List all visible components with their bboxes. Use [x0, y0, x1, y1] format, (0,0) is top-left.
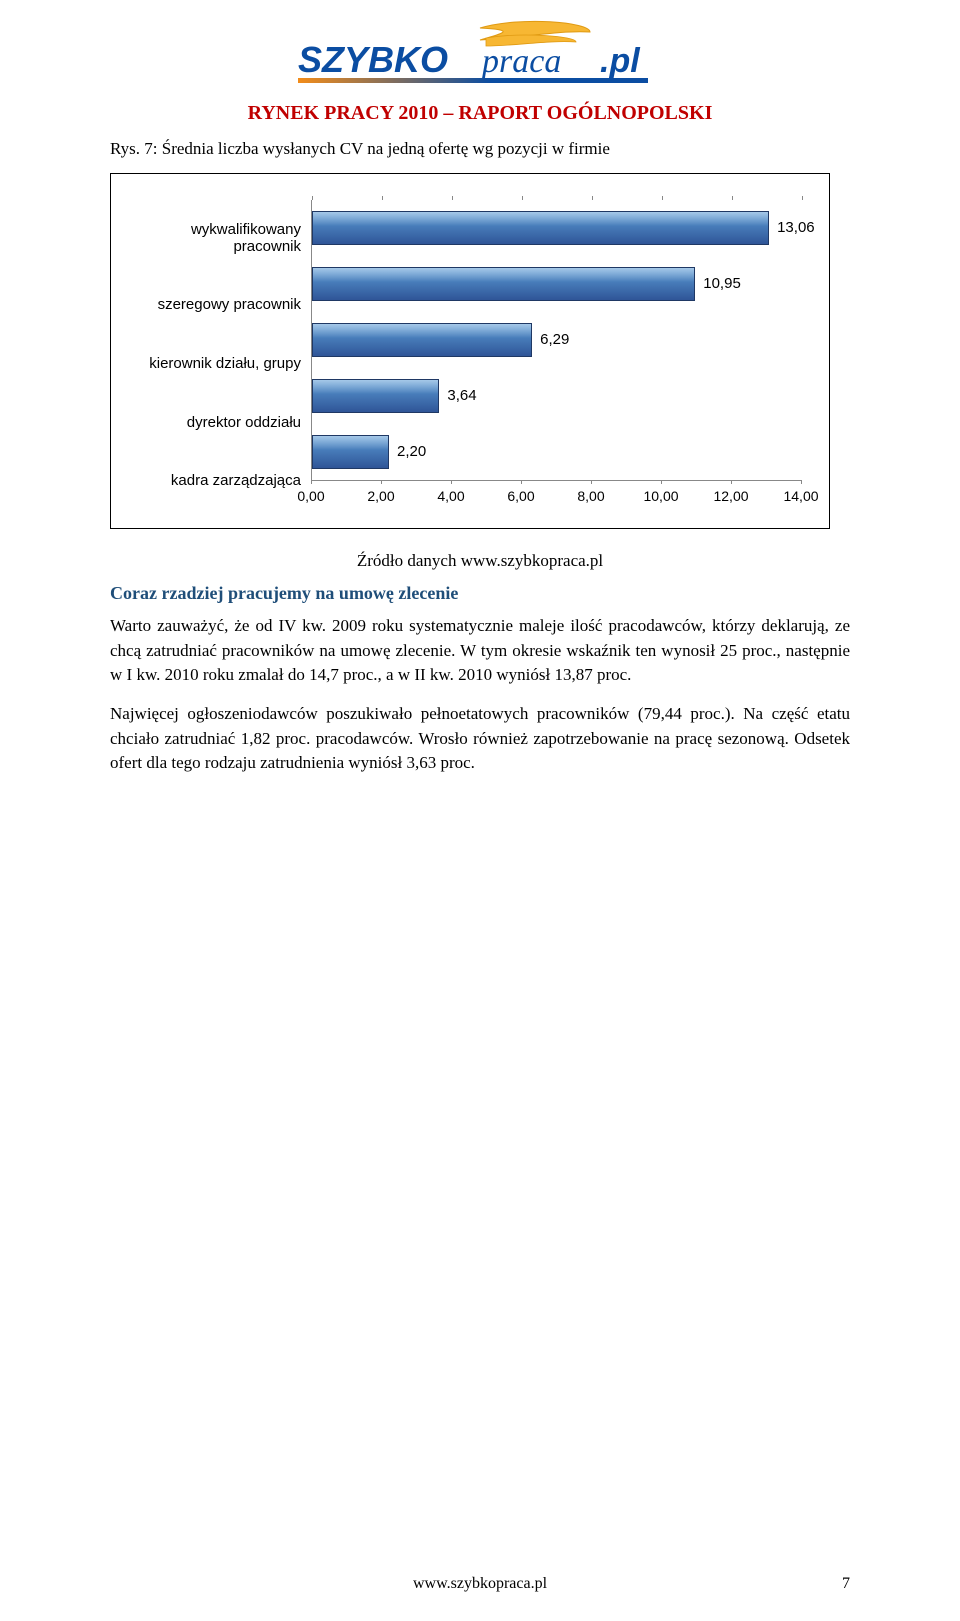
chart-bar-label: 2,20	[397, 443, 426, 460]
footer-page-number: 7	[842, 1575, 850, 1593]
chart-container: wykwalifikowanypracownik szeregowy pracow…	[110, 173, 830, 529]
source-line: Źródło danych www.szybkopraca.pl	[110, 551, 850, 571]
page-footer: www.szybkopraca.pl 7	[0, 1575, 960, 1593]
chart-x-tick-label: 14,00	[783, 488, 818, 504]
chart-y-label: szeregowy pracownik	[131, 296, 301, 313]
site-logo: SZYBKO praca .pl	[270, 20, 690, 96]
paragraph-2: Najwięcej ogłoszeniodawców poszukiwało p…	[110, 702, 850, 776]
chart-y-label: dyrektor oddziału	[131, 414, 301, 431]
chart-y-label: wykwalifikowanypracownik	[131, 221, 301, 256]
chart-bar	[312, 211, 769, 245]
section-heading: Coraz rzadziej pracujemy na umowę zlecen…	[110, 583, 850, 604]
chart-bar	[312, 435, 389, 469]
chart-bar	[312, 267, 695, 301]
chart-x-tick-label: 0,00	[297, 488, 324, 504]
logo-szybko-text: SZYBKO	[298, 39, 448, 80]
report-title: RYNEK PRACY 2010 – RAPORT OGÓLNOPOLSKI	[110, 102, 850, 125]
chart-y-labels: wykwalifikowanypracownik szeregowy pracow…	[131, 200, 311, 510]
logo-pl-text: .pl	[600, 42, 641, 80]
chart-x-tick-label: 2,00	[367, 488, 394, 504]
chart-y-label: kierownik działu, grupy	[131, 355, 301, 372]
chart-x-axis: 0,002,004,006,008,0010,0012,0014,00	[311, 484, 801, 508]
chart-bar-label: 13,06	[777, 219, 815, 236]
chart-bar-label: 6,29	[540, 331, 569, 348]
chart-x-tick-label: 12,00	[713, 488, 748, 504]
paragraph-1: Warto zauważyć, że od IV kw. 2009 roku s…	[110, 614, 850, 688]
chart-bar-label: 10,95	[703, 275, 741, 292]
chart-bar	[312, 379, 439, 413]
chart-plot: 13,0610,956,293,642,20 0,002,004,006,008…	[311, 200, 809, 510]
chart-bar-label: 3,64	[447, 387, 476, 404]
chart-y-label: kadra zarządzająca	[131, 472, 301, 489]
chart-x-tick-label: 6,00	[507, 488, 534, 504]
chart-bar	[312, 323, 532, 357]
chart-x-tick-label: 10,00	[643, 488, 678, 504]
chart-x-tick-label: 4,00	[437, 488, 464, 504]
chart-x-tick-label: 8,00	[577, 488, 604, 504]
logo-praca-text: praca	[480, 43, 561, 80]
figure-caption: Rys. 7: Średnia liczba wysłanych CV na j…	[110, 139, 850, 159]
footer-site: www.szybkopraca.pl	[0, 1575, 960, 1593]
